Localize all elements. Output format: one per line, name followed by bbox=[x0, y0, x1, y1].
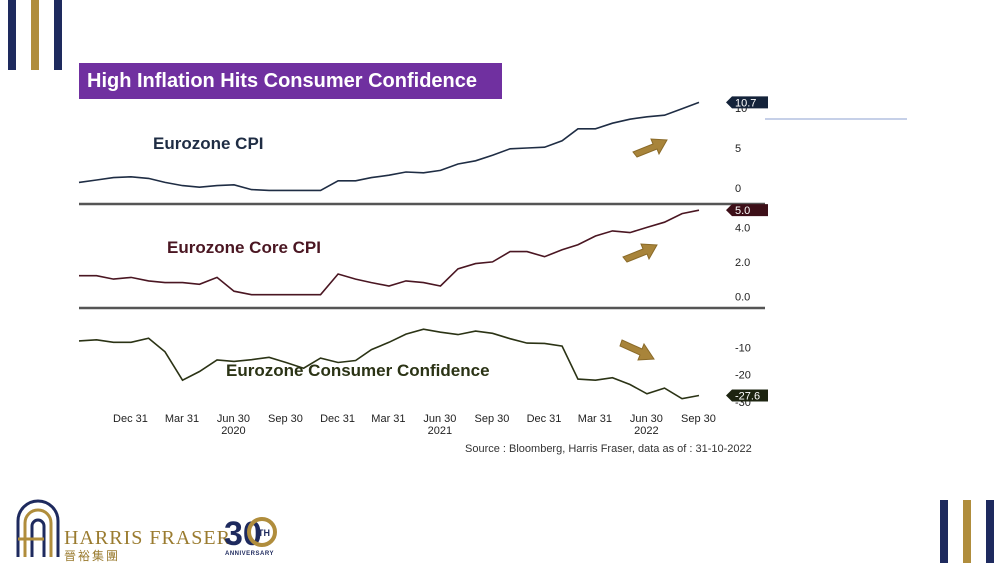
x-tick-label: Mar 31 bbox=[578, 413, 612, 425]
x-year-label: 2021 bbox=[428, 425, 452, 437]
x-tick-label: Sep 30 bbox=[475, 413, 510, 425]
page-title: High Inflation Hits Consumer Confidence bbox=[79, 63, 502, 99]
badge-suffix: TH bbox=[258, 528, 270, 538]
top-left-gold-bar bbox=[31, 0, 39, 70]
top-left-navy-bar-2 bbox=[54, 0, 62, 70]
x-year-label: 2020 bbox=[221, 425, 245, 437]
trend-arrow-icon bbox=[632, 138, 668, 158]
harris-fraser-logo-icon bbox=[16, 499, 60, 557]
series-line bbox=[79, 209, 700, 296]
anniversary-label: ANNIVERSARY bbox=[225, 551, 274, 557]
y-tick-label: -10 bbox=[735, 342, 751, 354]
panel-2: 0.0 2.0 4.0 5.0 Eurozone Core CPI bbox=[79, 204, 768, 310]
last-value-tag bbox=[726, 204, 768, 217]
y-tick-label: 0 bbox=[735, 183, 741, 195]
x-tick-label: Mar 31 bbox=[371, 413, 405, 425]
y-tick-label: 2.0 bbox=[735, 257, 750, 269]
x-tick-label: Dec 31 bbox=[113, 413, 148, 425]
x-tick-label: Dec 31 bbox=[320, 413, 355, 425]
source-note: Source : Bloomberg, Harris Fraser, data … bbox=[465, 443, 752, 455]
series-line bbox=[78, 328, 700, 400]
x-year-label: 2022 bbox=[634, 425, 658, 437]
anniversary-badge-icon: 30 TH bbox=[224, 515, 277, 551]
x-tick-label: Jun 30 bbox=[217, 413, 250, 425]
x-tick-label: Sep 30 bbox=[681, 413, 716, 425]
x-tick-label: Jun 30 bbox=[630, 413, 663, 425]
y-tick-label: 4.0 bbox=[735, 222, 750, 234]
x-tick-label: Mar 31 bbox=[165, 413, 199, 425]
y-tick-label: 5 bbox=[735, 143, 741, 155]
bottom-right-navy-bar-1 bbox=[940, 500, 948, 563]
last-value-label: -27.6 bbox=[735, 390, 760, 402]
x-tick-label: Jun 30 bbox=[423, 413, 456, 425]
trend-arrow-icon bbox=[619, 339, 655, 361]
y-tick-label: -20 bbox=[735, 370, 751, 382]
series-label: Eurozone Core CPI bbox=[167, 238, 321, 257]
last-value-tag bbox=[726, 96, 768, 109]
series-label: Eurozone Consumer Confidence bbox=[226, 361, 490, 380]
series-label: Eurozone CPI bbox=[153, 134, 264, 153]
top-left-navy-bar-1 bbox=[8, 0, 16, 70]
y-tick-label: 0.0 bbox=[735, 291, 750, 303]
x-tick-label: Sep 30 bbox=[268, 413, 303, 425]
x-tick-label: Dec 31 bbox=[527, 413, 562, 425]
bottom-right-navy-bar-2 bbox=[986, 500, 994, 563]
last-value-tag bbox=[726, 389, 768, 402]
last-value-label: 5.0 bbox=[735, 205, 750, 217]
brand-name-chinese: 晉裕集團 bbox=[64, 549, 121, 563]
series-line bbox=[78, 101, 700, 192]
trend-arrow-icon bbox=[622, 243, 658, 263]
last-value-label: 10.7 bbox=[735, 97, 756, 109]
brand-name: HARRIS FRASER bbox=[64, 527, 231, 549]
bottom-right-gold-bar bbox=[963, 500, 971, 563]
